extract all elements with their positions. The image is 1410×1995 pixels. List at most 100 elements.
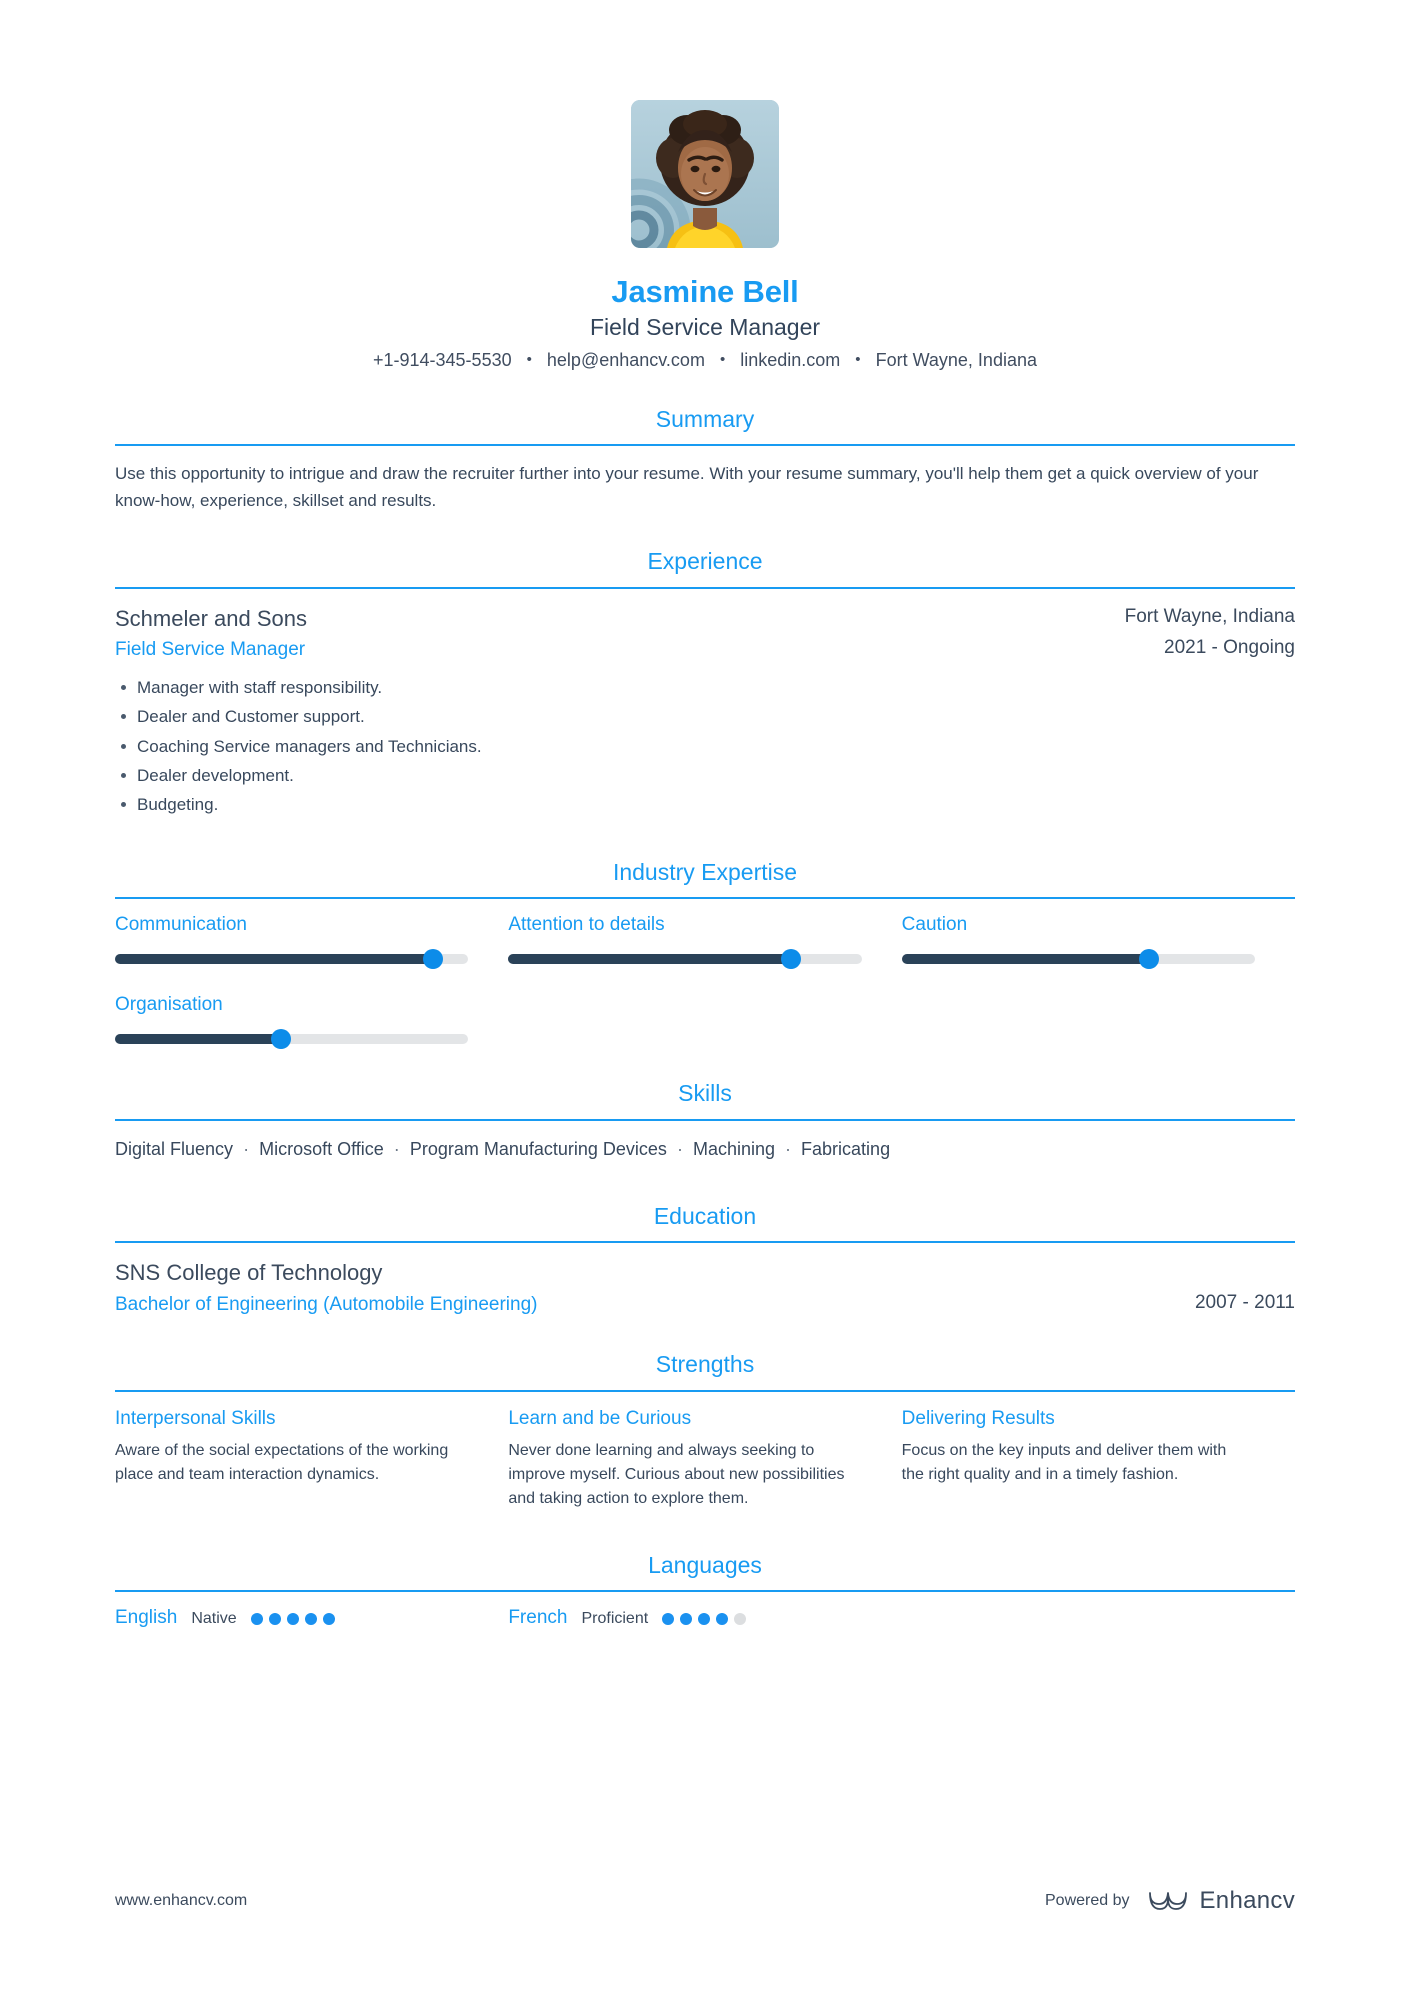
education-dates: 2007 - 2011 <box>1194 1291 1295 1313</box>
expertise-item-caution: Caution <box>901 914 1295 970</box>
expertise-label: Attention to details <box>508 914 665 936</box>
expertise-slider[interactable] <box>508 949 862 970</box>
experience-location: Fort Wayne, Indiana <box>1124 605 1295 627</box>
section-industry-expertise: Industry Expertise Communication Attenti… <box>115 859 1295 1074</box>
section-title-education: Education <box>653 1202 757 1229</box>
skill-item: Machining <box>692 1138 775 1159</box>
language-name: English <box>115 1607 178 1629</box>
footer-url[interactable]: www.enhancv.com <box>115 1892 248 1909</box>
section-divider <box>115 444 1295 447</box>
section-summary: Summary Use this opportunity to intrigue… <box>115 406 1295 514</box>
list-item: Dealer and Customer support. <box>115 704 1295 730</box>
experience-entry: Schmeler and Sons Field Service Manager … <box>115 604 1295 819</box>
rating-dot-filled <box>322 1612 335 1625</box>
section-divider <box>115 897 1295 900</box>
section-title-experience: Experience <box>647 548 763 575</box>
list-item: Manager with staff responsibility. <box>115 675 1295 701</box>
contact-email[interactable]: help@enhancv.com <box>546 350 705 371</box>
skill-item: Fabricating <box>801 1138 891 1159</box>
slider-knob[interactable] <box>422 949 443 970</box>
rating-dot-filled <box>680 1612 693 1625</box>
language-item-english: English Native <box>115 1607 508 1630</box>
skill-item: Program Manufacturing Devices <box>409 1138 667 1159</box>
education-school: SNS College of Technology <box>115 1260 383 1286</box>
expertise-slider[interactable] <box>115 1028 469 1049</box>
brand-name: Enhancv <box>1199 1887 1295 1914</box>
avatar <box>631 100 779 248</box>
section-title-summary: Summary <box>655 405 755 432</box>
experience-position: Field Service Manager <box>115 639 306 661</box>
language-item-french: French Proficient <box>508 1607 901 1630</box>
languages-grid: English Native French Proficient <box>115 1607 1295 1630</box>
contact-linkedin[interactable]: linkedin.com <box>740 350 841 371</box>
rating-dot-filled <box>304 1612 317 1625</box>
section-experience: Experience Schmeler and Sons Field Servi… <box>115 548 1295 819</box>
skill-separator-icon: · <box>785 1138 792 1159</box>
list-item: Budgeting. <box>115 792 1295 818</box>
experience-bullets: Manager with staff responsibility. Deale… <box>115 675 1295 819</box>
contact-line: +1-914-345-5530 • help@enhancv.com • lin… <box>115 350 1295 372</box>
expertise-label: Communication <box>115 914 247 936</box>
rating-dot-filled <box>268 1612 281 1625</box>
section-skills: Skills Digital Fluency · Microsoft Offic… <box>115 1080 1295 1163</box>
slider-knob[interactable] <box>780 949 801 970</box>
skill-separator-icon: · <box>676 1138 683 1159</box>
contact-phone[interactable]: +1-914-345-5530 <box>372 350 512 371</box>
contact-location: Fort Wayne, Indiana <box>875 350 1037 371</box>
page-footer: www.enhancv.com Powered by Enhancv <box>115 1887 1295 1915</box>
strength-item-learn-and-be-curious: Learn and be Curious Never done learning… <box>508 1407 901 1512</box>
slider-knob[interactable] <box>1138 949 1159 970</box>
list-item: Coaching Service managers and Technician… <box>115 734 1295 760</box>
section-divider <box>115 1590 1295 1593</box>
slider-fill <box>508 954 791 965</box>
bullet-separator-icon: • <box>855 351 861 369</box>
powered-by-label: Powered by <box>1045 1892 1130 1909</box>
section-divider <box>115 1241 1295 1244</box>
strengths-grid: Interpersonal Skills Aware of the social… <box>115 1407 1295 1512</box>
page-title: Jasmine Bell <box>611 274 799 309</box>
section-title-industry-expertise: Industry Expertise <box>612 858 798 885</box>
section-divider <box>115 586 1295 589</box>
strength-text: Focus on the key inputs and deliver them… <box>901 1441 1227 1484</box>
slider-fill <box>115 1033 282 1044</box>
strength-item-interpersonal-skills: Interpersonal Skills Aware of the social… <box>115 1407 508 1512</box>
slider-fill <box>901 954 1149 965</box>
education-entry: SNS College of Technology Bachelor of En… <box>115 1258 1295 1317</box>
strength-title: Delivering Results <box>901 1408 1055 1430</box>
language-level: Native <box>191 1610 237 1628</box>
expertise-item-attention-to-details: Attention to details <box>508 914 901 970</box>
section-title-skills: Skills <box>678 1079 732 1106</box>
bullet-separator-icon: • <box>719 351 726 369</box>
strength-text: Aware of the social expectations of the … <box>115 1441 449 1484</box>
skill-separator-icon: · <box>243 1138 250 1159</box>
expertise-slider[interactable] <box>115 949 469 970</box>
slider-knob[interactable] <box>271 1028 292 1049</box>
slider-fill <box>115 954 433 965</box>
skill-item: Microsoft Office <box>259 1138 384 1159</box>
skill-separator-icon: · <box>393 1138 400 1159</box>
strength-item-delivering-results: Delivering Results Focus on the key inpu… <box>902 1407 1295 1512</box>
section-title-strengths: Strengths <box>655 1351 755 1378</box>
expertise-grid: Communication Attention to details Cauti… <box>115 914 1295 1074</box>
bullet-separator-icon: • <box>526 351 532 369</box>
education-degree: Bachelor of Engineering (Automobile Engi… <box>115 1293 538 1315</box>
experience-company: Schmeler and Sons <box>115 605 307 631</box>
strength-title: Interpersonal Skills <box>115 1408 276 1430</box>
expertise-label: Organisation <box>115 994 223 1016</box>
rating-dot-filled <box>662 1612 675 1625</box>
skills-list: Digital Fluency · Microsoft Office · Pro… <box>115 1136 1295 1163</box>
section-divider <box>115 1118 1295 1121</box>
section-title-languages: Languages <box>648 1551 762 1578</box>
language-name: French <box>508 1607 568 1629</box>
rating-dot-empty <box>734 1612 747 1625</box>
summary-text: Use this opportunity to intrigue and dra… <box>115 464 1259 510</box>
job-title: Field Service Manager <box>589 313 821 340</box>
enhancv-logo-icon <box>1148 1892 1187 1910</box>
list-item: Dealer development. <box>115 763 1295 789</box>
language-item-empty <box>902 1607 1295 1630</box>
language-rating-dots <box>662 1612 752 1625</box>
rating-dot-filled <box>250 1612 263 1625</box>
language-level: Proficient <box>581 1610 649 1628</box>
expertise-slider[interactable] <box>901 949 1255 970</box>
